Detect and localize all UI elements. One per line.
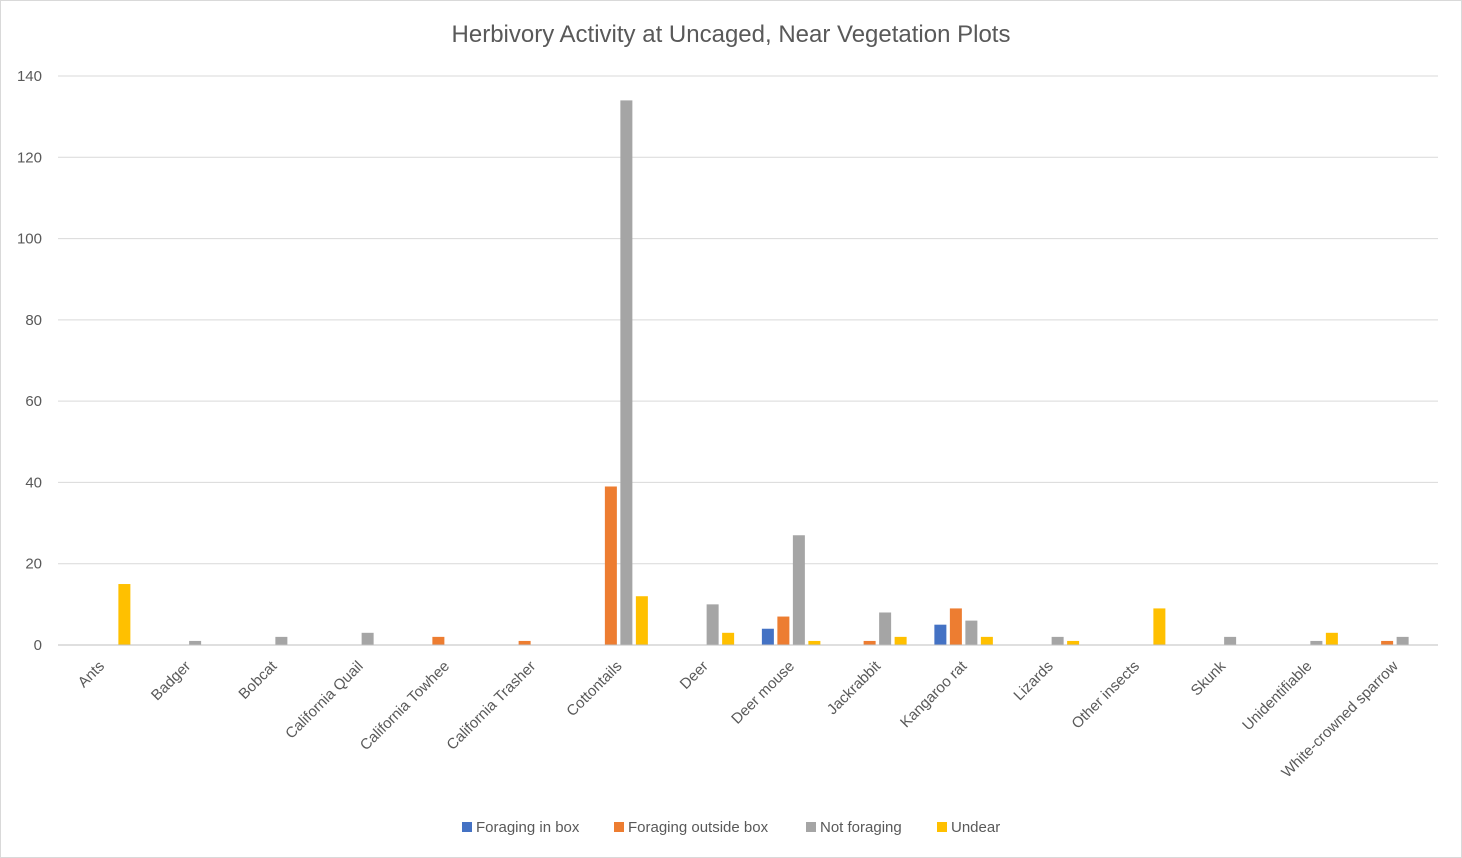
legend-label: Foraging in box (476, 819, 580, 836)
bar (949, 608, 962, 645)
legend-label: Undear (951, 819, 1000, 836)
x-tick-label: California Quail (282, 658, 367, 743)
y-tick-label: 60 (25, 393, 42, 410)
x-tick-label: Unidentifiable (1239, 658, 1315, 734)
bar (792, 535, 805, 645)
bar (620, 100, 633, 645)
y-tick-label: 0 (34, 637, 42, 654)
x-tick-label: Ants (75, 658, 108, 691)
y-tick-label: 40 (25, 474, 42, 491)
bar (1067, 640, 1080, 645)
bar (118, 584, 131, 645)
gridlines (58, 75, 1438, 565)
bars (118, 100, 1409, 645)
x-tick-label: Cottontails (563, 658, 625, 720)
bar (777, 616, 790, 645)
bar (1381, 640, 1394, 645)
bar (189, 640, 202, 645)
x-tick-label: Deer (677, 658, 712, 693)
x-tick-label: Lizards (1010, 658, 1056, 704)
bar (980, 636, 993, 645)
legend-label: Not foraging (820, 819, 902, 836)
legend-swatch (937, 822, 947, 832)
x-tick-label: Other insects (1068, 658, 1143, 733)
x-tick-label: Jackrabbit (824, 657, 885, 718)
x-tick-label: California Towhee (357, 658, 453, 754)
x-tick-label: Badger (148, 658, 194, 704)
y-tick-label: 20 (25, 556, 42, 573)
x-tick-label: Kangaroo rat (897, 657, 971, 731)
bar (808, 640, 821, 645)
chart-title: Herbivory Activity at Uncaged, Near Vege… (452, 21, 1011, 48)
legend-label: Foraging outside box (628, 819, 769, 836)
y-tick-label: 100 (17, 231, 42, 248)
bar (604, 486, 617, 645)
bar (518, 640, 531, 645)
y-tick-label: 80 (25, 312, 42, 329)
bar (1051, 636, 1064, 645)
bar (432, 636, 445, 645)
bar (894, 636, 907, 645)
bar (722, 632, 735, 645)
bar (1396, 636, 1409, 645)
bar (1153, 608, 1166, 645)
bar (1224, 636, 1237, 645)
legend-swatch (614, 822, 624, 832)
bar (635, 596, 648, 645)
legend: Foraging in box Foraging outside box Not f… (462, 819, 1000, 836)
y-tick-label: 140 (17, 68, 42, 85)
bar (706, 604, 719, 645)
y-axis-ticks: 0 20 40 60 80 100 120 140 (17, 68, 42, 654)
legend-swatch (462, 822, 472, 832)
bar (934, 624, 947, 645)
x-axis-ticks: Ants Badger Bobcat California QuailCaliforn… (75, 657, 1402, 781)
bar (1310, 640, 1323, 645)
bar (275, 636, 288, 645)
y-tick-label: 120 (17, 149, 42, 166)
bar (879, 612, 892, 645)
bar (1325, 632, 1338, 645)
x-tick-label: California Trasher (443, 658, 539, 754)
x-tick-label: Skunk (1188, 657, 1230, 699)
legend-swatch (806, 822, 816, 832)
bar (863, 640, 876, 645)
bar (361, 632, 374, 645)
bar (965, 620, 978, 645)
x-tick-label: Deer mouse (728, 658, 798, 728)
x-tick-label: Bobcat (235, 657, 281, 703)
bar (761, 628, 774, 645)
